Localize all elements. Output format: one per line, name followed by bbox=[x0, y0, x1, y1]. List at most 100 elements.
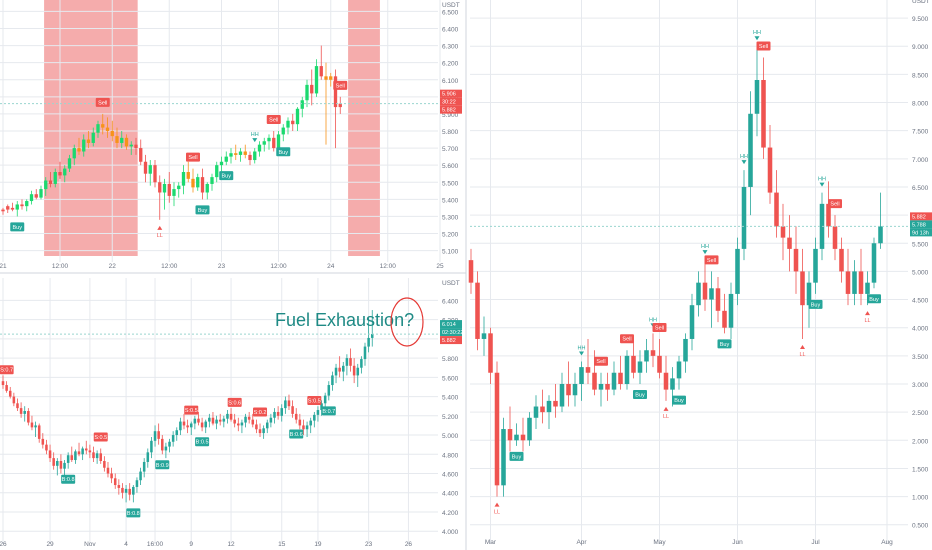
candle-body bbox=[294, 413, 298, 420]
candle-body bbox=[793, 248, 799, 272]
candle-body bbox=[179, 421, 182, 431]
hh-marker-arrow bbox=[741, 160, 747, 165]
candle-body bbox=[826, 203, 831, 227]
candle-body bbox=[44, 180, 48, 190]
candle-body bbox=[333, 76, 338, 108]
candle-body bbox=[527, 417, 532, 441]
candle-body bbox=[110, 473, 113, 479]
sell-signal-box bbox=[620, 334, 634, 344]
candle-body bbox=[267, 137, 271, 142]
candle-body bbox=[86, 139, 91, 143]
candle-body bbox=[175, 430, 179, 436]
candle-body bbox=[1, 381, 5, 386]
candle-body bbox=[507, 429, 513, 441]
sell-signal-box bbox=[333, 80, 348, 90]
candle-body bbox=[696, 282, 701, 306]
buy-signal-box bbox=[289, 429, 304, 439]
candle-body bbox=[204, 421, 207, 428]
candle-body bbox=[210, 177, 214, 184]
candle-body bbox=[66, 455, 70, 463]
candle-body bbox=[852, 271, 857, 294]
candle-body bbox=[19, 408, 23, 414]
hh-marker-label: HH bbox=[578, 345, 586, 351]
candle-body bbox=[262, 428, 265, 434]
candle-body bbox=[302, 425, 305, 430]
hh-marker-label: HH bbox=[753, 30, 761, 36]
candle-body bbox=[618, 372, 623, 384]
candle-body bbox=[205, 183, 209, 193]
x-tick-label: 12:00 bbox=[270, 263, 287, 270]
sell-signal-label: Sell bbox=[336, 83, 345, 89]
candle-body bbox=[342, 365, 345, 372]
session-shade bbox=[44, 0, 138, 256]
buy-signal-box bbox=[321, 406, 336, 416]
candle-body bbox=[291, 120, 295, 125]
sell-signal-label: Sell bbox=[98, 100, 107, 106]
y-tick-label: 7.000 bbox=[912, 157, 929, 164]
x-tick-label: Jul bbox=[811, 539, 820, 546]
candle-body bbox=[722, 310, 727, 328]
x-tick-label: 29 bbox=[46, 541, 54, 548]
buy-signal-box bbox=[672, 395, 686, 405]
price-label-box bbox=[440, 105, 462, 114]
candle-body bbox=[559, 384, 565, 407]
candle-body bbox=[280, 408, 284, 416]
y-tick-label: 1.500 bbox=[912, 466, 929, 473]
candle-body bbox=[314, 66, 319, 94]
y-tick-label: 6.500 bbox=[912, 185, 929, 192]
hh-marker-arrow bbox=[702, 250, 708, 255]
sell-signal-box bbox=[594, 356, 608, 366]
sell-signal-box bbox=[186, 152, 200, 162]
candle-body bbox=[251, 419, 255, 425]
sell-signal-label: Sell bbox=[596, 359, 605, 365]
candle-body bbox=[196, 177, 200, 188]
hh-marker-label: HH bbox=[649, 317, 657, 323]
y-tick-label: 5.900 bbox=[442, 112, 459, 119]
x-tick-label: Jun bbox=[732, 539, 743, 546]
y-tick-label: 4.000 bbox=[912, 326, 929, 333]
candle-body bbox=[168, 441, 171, 447]
candle-body bbox=[291, 406, 294, 414]
candle-body bbox=[248, 154, 252, 161]
candle-body bbox=[331, 375, 334, 386]
candle-body bbox=[349, 358, 352, 366]
y-tick-label: 5.200 bbox=[442, 232, 459, 239]
candle-body bbox=[305, 84, 309, 101]
y-tick-label: 1.000 bbox=[912, 495, 929, 502]
buy-signal-label: Buy bbox=[222, 174, 232, 180]
currency-label: USDT bbox=[912, 0, 930, 5]
candle-body bbox=[1, 209, 5, 212]
candle-body bbox=[48, 180, 53, 184]
buy-signal-label: Buy bbox=[811, 302, 821, 308]
candle-body bbox=[153, 431, 157, 441]
candle-body bbox=[323, 395, 327, 404]
ll-marker-arrow bbox=[157, 225, 163, 230]
price-label-text: 5.882 bbox=[442, 108, 456, 114]
price-label-box bbox=[910, 212, 932, 221]
x-tick-label: 23 bbox=[365, 541, 373, 548]
sell-signal-label: Sell bbox=[269, 118, 278, 124]
candle-body bbox=[37, 425, 41, 439]
y-tick-label: 3.000 bbox=[912, 382, 929, 389]
candle-body bbox=[63, 462, 66, 469]
candle-body bbox=[52, 458, 55, 466]
candle-body bbox=[501, 429, 506, 486]
y-tick-label: 7.500 bbox=[912, 129, 929, 136]
ll-marker-label: LL bbox=[663, 414, 669, 420]
candle-body bbox=[761, 80, 766, 148]
price-label-text: 6.014 bbox=[442, 322, 456, 328]
annotation-circle bbox=[390, 297, 424, 347]
buy-signal-label: Buy bbox=[279, 150, 289, 156]
y-tick-label: 3.500 bbox=[912, 354, 929, 361]
candle-body bbox=[592, 372, 597, 390]
sell-signal-label: Sell bbox=[759, 44, 768, 50]
candle-body bbox=[84, 448, 88, 451]
sell-signal-box bbox=[93, 432, 108, 442]
candle-body bbox=[132, 486, 135, 495]
x-tick-label: 15 bbox=[278, 541, 286, 548]
currency-label: USDT bbox=[442, 280, 460, 287]
candle-body bbox=[186, 172, 190, 179]
candle-body bbox=[644, 350, 649, 362]
sell-signal-label: S:0.2 bbox=[254, 410, 267, 416]
candle-body bbox=[370, 334, 374, 338]
